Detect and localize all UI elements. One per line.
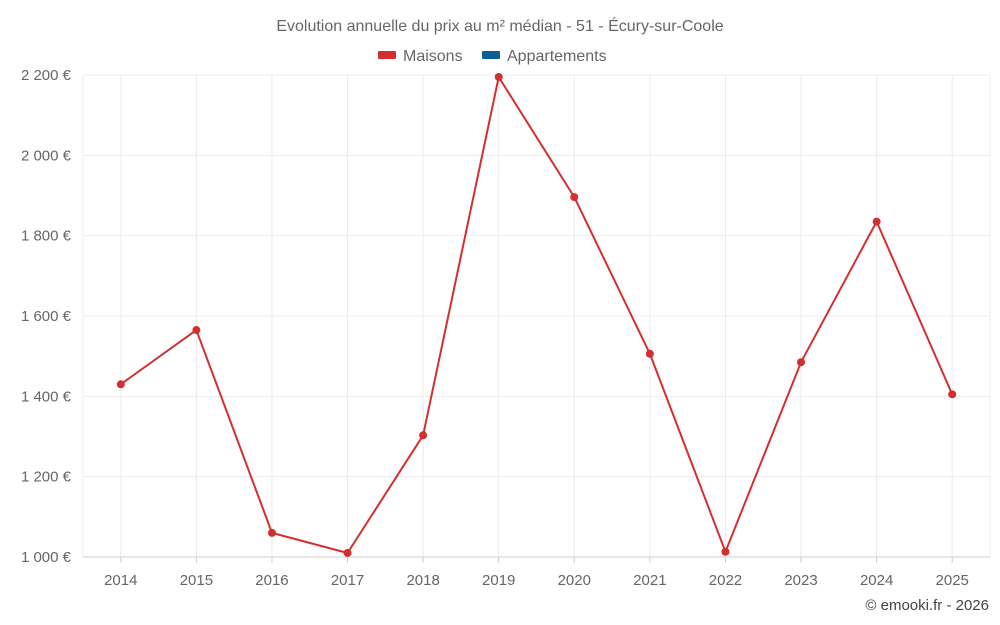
credit-text: © emooki.fr - 2026 [865,597,989,614]
data-point-maisons-2014[interactable] [116,380,125,389]
legend-swatch-appartements [482,51,500,59]
legend-item-appartements[interactable]: Appartements [482,48,607,65]
x-tick-label: 2015 [180,572,213,589]
chart-title: Evolution annuelle du prix au m² médian … [276,16,723,35]
legend-swatch-maisons [378,51,396,59]
x-tick-label: 2017 [331,572,364,589]
y-tick-label: 1 800 € [21,228,72,245]
data-point-maisons-2025[interactable] [948,390,957,399]
data-point-maisons-2023[interactable] [797,358,806,367]
x-tick-label: 2023 [784,572,817,589]
legend-item-maisons[interactable]: Maisons [378,48,463,65]
y-tick-label: 1 200 € [21,469,72,486]
x-tick-label: 2022 [709,572,742,589]
x-tick-label: 2025 [936,572,969,589]
y-tick-label: 1 600 € [21,308,72,325]
legend-label-maisons: Maisons [403,48,463,65]
y-tick-label: 2 000 € [21,147,72,164]
data-point-maisons-2016[interactable] [267,528,276,537]
data-point-maisons-2020[interactable] [570,193,579,202]
y-gridlines [83,74,990,478]
data-point-maisons-2022[interactable] [721,547,730,556]
y-axis-tick-labels: 1 000 € 1 200 € 1 400 € 1 600 € 1 800 € 2 000… [21,67,72,566]
x-tick-label: 2019 [482,572,515,589]
legend-label-appartements: Appartements [507,48,607,65]
y-tick-label: 1 000 € [21,549,72,566]
y-tick-label: 1 400 € [21,388,72,405]
data-point-maisons-2021[interactable] [645,349,654,358]
data-point-maisons-2017[interactable] [343,548,352,557]
series-line-maisons [120,76,954,554]
x-tick-label: 2018 [406,572,439,589]
data-point-maisons-2019[interactable] [494,73,503,82]
x-tick-label: 2014 [104,572,137,589]
x-tick-label: 2016 [255,572,288,589]
data-point-maisons-2018[interactable] [419,431,428,440]
x-tick-label: 2020 [558,572,591,589]
x-gridlines [82,75,991,557]
series-layer [116,73,957,557]
data-point-maisons-2015[interactable] [192,326,201,335]
data-point-maisons-2024[interactable] [872,217,881,226]
legend: Maisons Appartements [378,48,607,65]
x-axis-tick-labels: 2014 2015 2016 2017 2018 2019 2020 2021 2022 2023… [104,557,969,589]
x-tick-label: 2024 [860,572,893,589]
x-tick-label: 2021 [633,572,666,589]
y-tick-label: 2 200 € [21,67,72,84]
